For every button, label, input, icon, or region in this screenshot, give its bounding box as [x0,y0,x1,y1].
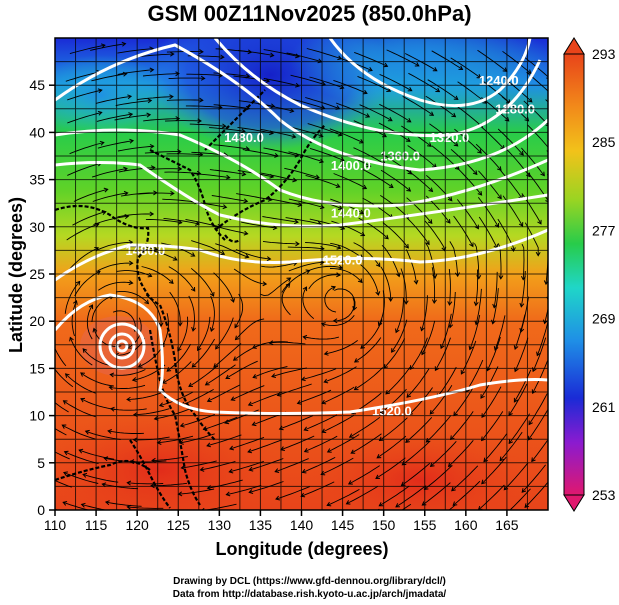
x-tick-label: 145 [331,517,355,533]
temperature-field: 1240.01280.01320.01360.01400.01440.01480… [30,0,577,538]
colorbar-tick-label: 277 [592,222,616,238]
colorbar-tick-label: 261 [592,399,616,415]
streamline-arrow [445,529,449,533]
streamline-arrow [33,499,37,503]
contour-label: 1240.0 [479,73,519,88]
y-axis-label: Latitude (degrees) [6,197,26,353]
x-tick-label: 165 [495,517,519,533]
colorbar-labels: 293 285 277 269 261 253 [592,46,616,503]
streamline-arrow [277,522,281,526]
x-tick-label: 155 [413,517,437,533]
contour-label: 1440.0 [331,205,371,220]
x-tick-label: 130 [208,517,232,533]
x-tick-label: 150 [372,517,396,533]
streamline-arrow [522,534,526,538]
streamline-arrow [38,442,42,446]
streamline [548,265,552,301]
streamline [167,100,203,101]
streamline [175,512,211,516]
streamline [522,513,548,538]
y-tick-label: 5 [37,455,45,471]
colorbar-min-arrow [564,495,584,511]
x-tick-label: 140 [290,517,314,533]
streamline-arrow [400,530,404,534]
streamline-arrow [39,472,43,476]
contour-label: 1520.0 [372,404,412,419]
colorbar-tick-label: 253 [592,487,616,503]
y-tick-label: 40 [29,124,45,140]
y-tick-label: 45 [29,77,45,93]
colorbar-max-arrow [564,38,584,54]
y-tick-label: 15 [29,360,45,376]
x-tick-label: 120 [125,517,149,533]
streamline-arrow [550,92,554,96]
colorbar-tick-label: 269 [592,311,616,327]
streamline-arrow [496,534,500,538]
streamline-arrow [158,510,161,514]
colorbar: 293 285 277 269 261 253 [564,38,616,511]
x-tick-label: 110 [44,517,67,533]
streamline [165,121,201,122]
x-tick-label: 160 [454,517,478,533]
y-tick-label: 35 [29,172,45,188]
x-axis-label: Longitude (degrees) [215,539,388,559]
x-tick-label: 115 [85,517,108,533]
y-axis-ticks: 0 5 10 15 20 25 30 35 40 45 [29,77,55,518]
colorbar-tick-label: 285 [592,134,616,150]
y-tick-label: 25 [29,266,45,282]
y-tick-label: 0 [37,502,45,518]
colorbar-gradient [564,54,584,495]
y-tick-label: 20 [29,313,45,329]
streamline-arrow [478,530,482,534]
streamline-arrow [41,389,45,393]
lat-lon-grid [55,38,548,510]
streamline-arrow [49,334,53,338]
colorbar-tick-label: 293 [592,46,616,62]
credit-data: Data from http://database.rish.kyoto-u.a… [0,589,619,600]
x-axis-ticks: 110 115 120 125 130 135 140 145 150 155 160 165 [44,510,519,533]
credit-drawing: Drawing by DCL (https://www.gfd-dennou.o… [0,576,619,587]
y-tick-label: 10 [29,408,45,424]
contour-label: 1400.0 [331,158,371,173]
streamline-arrow [49,360,53,364]
y-tick-label: 30 [29,219,45,235]
x-tick-label: 135 [249,517,273,533]
x-tick-label: 125 [167,517,191,533]
